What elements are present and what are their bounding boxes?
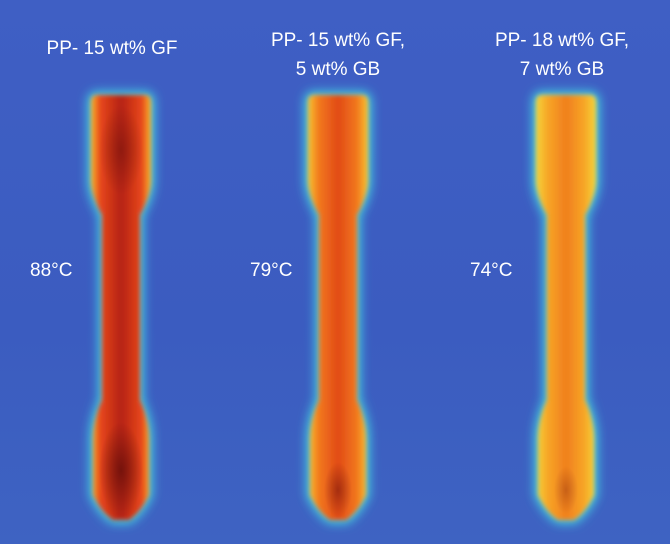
page: {"specimens": [ {"label": ["PP- 15 wt% G… (0, 0, 670, 544)
specimen-label: PP- 15 wt% GF (47, 38, 178, 59)
specimen-label: PP- 15 wt% GF, (271, 30, 405, 51)
specimen (91, 95, 151, 520)
temperature: 74°C (470, 260, 512, 281)
specimen-label: PP- 18 wt% GF, (495, 30, 629, 51)
specimen (308, 95, 368, 520)
temperature: 79°C (250, 260, 292, 281)
specimen (536, 95, 596, 520)
temperature: 88°C (30, 260, 72, 281)
specimen-label: 5 wt% GB (296, 59, 380, 80)
thermal-image: PP- 15 wt% GF PP- 15 wt% GF, 5 wt% GB PP… (0, 0, 670, 544)
specimen-label: 7 wt% GB (520, 59, 604, 80)
